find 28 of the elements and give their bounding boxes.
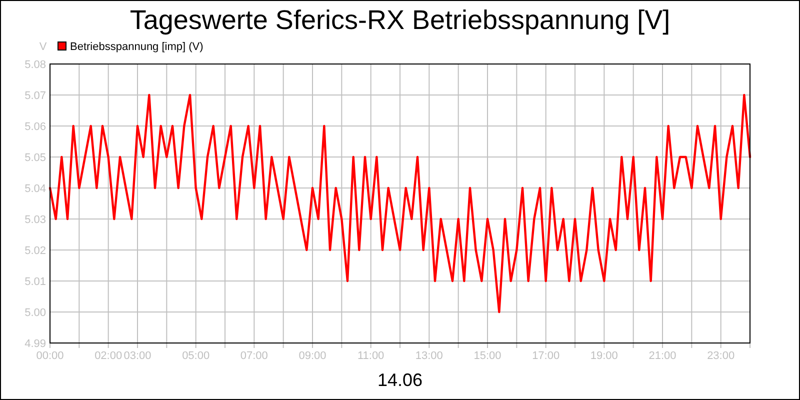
y-tick-label: 5.01 [24,276,46,288]
x-tick-label: 15:00 [474,350,502,362]
x-tick-label: 23:00 [707,350,735,362]
y-tick-label: 5.08 [24,59,46,71]
x-tick-label: 17:00 [532,350,560,362]
x-tick-label: 03:00 [124,350,152,362]
legend-label: Betriebsspannung [imp] (V) [70,41,204,53]
line-series [48,94,752,314]
x-tick-label: 07:00 [240,350,268,362]
y-tick-label: 4.99 [24,338,46,350]
y-axis-title: V [39,41,48,53]
y-tick-label: 5.00 [24,307,46,319]
x-tick-label: 09:00 [298,350,326,362]
x-tick-label: 02:00 [94,350,122,362]
y-tick-label: 5.06 [24,121,46,133]
x-axis-title: 14.06 [377,370,423,390]
x-tick-label: 00:00 [36,350,64,362]
x-tick-label: 11:00 [357,350,384,362]
y-tick-label: 5.05 [24,152,46,164]
y-tick-label: 5.02 [24,245,46,257]
y-tick-label: 5.07 [24,90,46,102]
x-tick-label: 21:00 [648,350,676,362]
x-tick-label: 05:00 [182,350,210,362]
x-tick-label: 13:00 [415,350,443,362]
chart-title: Tageswerte Sferics-RX Betriebsspannung [V] [130,5,670,35]
x-tick-label: 19:00 [590,350,618,362]
y-tick-label: 5.04 [24,183,46,195]
y-tick-label: 5.03 [24,214,46,226]
